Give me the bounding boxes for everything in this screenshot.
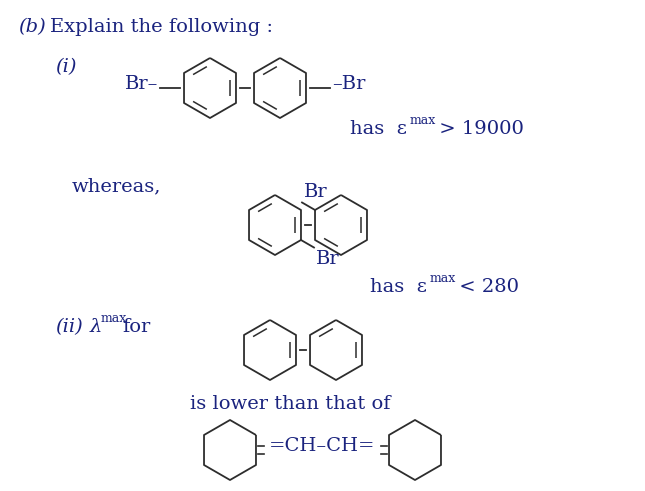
Text: is lower than that of: is lower than that of (190, 395, 390, 413)
Text: Explain the following :: Explain the following : (50, 18, 273, 36)
Text: has  ε: has ε (350, 120, 407, 138)
Text: max: max (101, 312, 127, 325)
Text: Br: Br (316, 250, 340, 269)
Text: has  ε: has ε (370, 278, 427, 296)
Text: λ: λ (90, 318, 103, 336)
Text: < 280: < 280 (453, 278, 519, 296)
Text: max: max (410, 114, 436, 127)
Text: –Br: –Br (332, 75, 365, 93)
Text: Br–: Br– (124, 75, 158, 93)
Text: =CH–CH=: =CH–CH= (269, 437, 376, 455)
Text: (ii): (ii) (55, 318, 83, 336)
Text: whereas,: whereas, (72, 177, 161, 195)
Text: (b): (b) (18, 18, 46, 36)
Text: for: for (122, 318, 150, 336)
Text: (i): (i) (55, 58, 77, 76)
Text: > 19000: > 19000 (433, 120, 524, 138)
Text: max: max (430, 272, 456, 285)
Text: Br: Br (304, 183, 328, 200)
